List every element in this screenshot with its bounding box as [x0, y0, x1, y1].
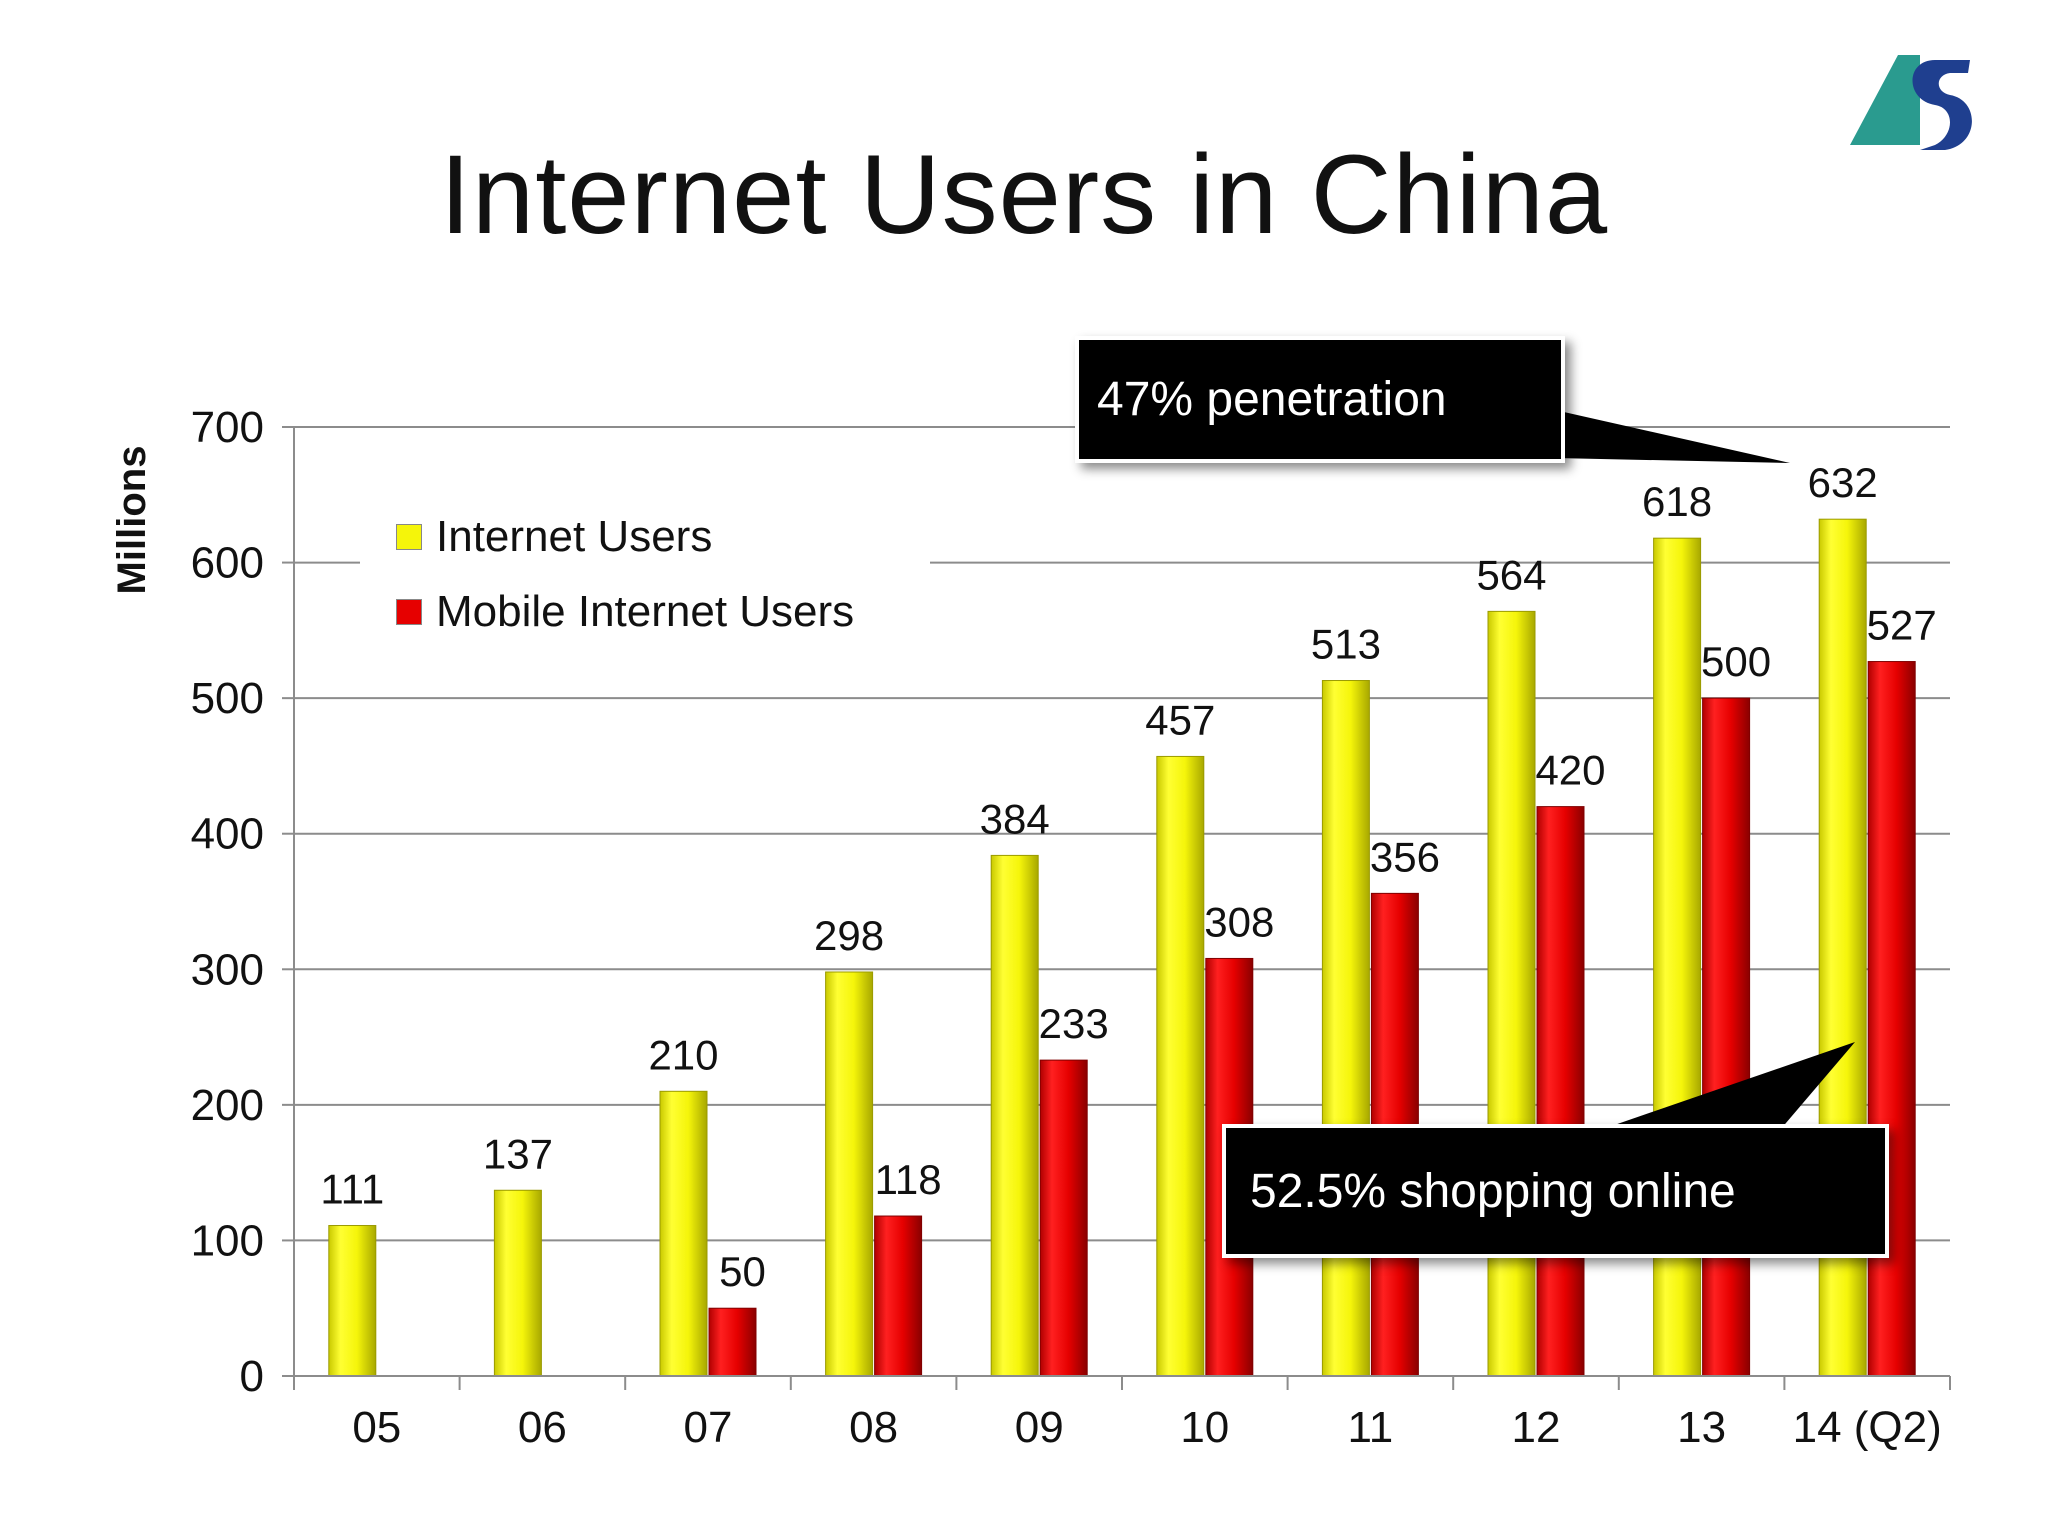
y-tick-label: 300 [191, 945, 264, 994]
bar-mobile-internet-users [874, 1215, 923, 1377]
data-labels: 111 137 210 50 298 118 384 233 457 308 513 356 564 42… [320, 459, 1936, 1295]
logo-teal-shape [1850, 55, 1920, 145]
data-label-mobile-internet-users: 118 [875, 1156, 942, 1203]
data-label-internet-users: 384 [980, 795, 1050, 842]
data-label-internet-users: 457 [1145, 696, 1215, 743]
legend-swatch-yellow [396, 524, 422, 550]
shopping-callout-pointer [1600, 1042, 1855, 1130]
data-label-mobile-internet-users: 420 [1535, 747, 1605, 794]
legend-item-mobile-internet-users: Mobile Internet Users [396, 587, 854, 637]
data-label-internet-users: 111 [320, 1166, 384, 1213]
y-tick-label: 700 [191, 403, 264, 452]
data-label-internet-users: 210 [648, 1031, 718, 1078]
y-tick-label: 100 [191, 1216, 264, 1265]
bar-internet-users [1156, 755, 1205, 1377]
data-label-mobile-internet-users: 233 [1039, 1000, 1109, 1047]
x-tick-label: 12 [1512, 1403, 1561, 1452]
y-tick-label: 200 [191, 1081, 264, 1130]
data-label-mobile-internet-users: 50 [719, 1248, 766, 1295]
x-tick-label: 10 [1180, 1403, 1229, 1452]
bar-mobile-internet-users [1536, 806, 1585, 1377]
bar-mobile-internet-users [1039, 1059, 1088, 1377]
data-label-mobile-internet-users: 356 [1370, 833, 1440, 880]
data-label-internet-users: 564 [1476, 551, 1546, 598]
legend-label: Mobile Internet Users [436, 587, 855, 636]
callout-shopping: 52.5% shopping online [1222, 1124, 1889, 1258]
y-tick-label: 600 [191, 539, 264, 588]
logo-blue-shape [1912, 60, 1972, 150]
data-label-internet-users: 137 [483, 1130, 553, 1177]
x-tick-label: 05 [352, 1403, 401, 1452]
axes: 0 100 200 300 400 500 600 700 05 06 07 08 09 10 11 12 13… [191, 403, 1951, 1452]
legend-swatch-red [396, 599, 422, 625]
y-tick-label: 500 [191, 674, 264, 723]
y-tick-label: 0 [240, 1352, 264, 1401]
data-label-mobile-internet-users: 500 [1701, 638, 1771, 685]
x-tick-label: 14 (Q2) [1793, 1403, 1942, 1452]
x-tick-label: 09 [1015, 1403, 1064, 1452]
x-tick-label: 06 [518, 1403, 567, 1452]
data-label-internet-users: 298 [814, 912, 884, 959]
data-label-mobile-internet-users: 527 [1867, 602, 1937, 649]
bar-internet-users [990, 854, 1039, 1377]
bar-internet-users [825, 971, 874, 1377]
legend-label: Internet Users [436, 512, 713, 561]
data-label-internet-users: 632 [1808, 459, 1878, 506]
x-tick-label: 13 [1677, 1403, 1726, 1452]
bar-internet-users [1487, 610, 1536, 1377]
slide-title: Internet Users in China [439, 132, 1609, 257]
bar-internet-users [328, 1225, 377, 1377]
data-label-mobile-internet-users: 308 [1204, 898, 1274, 945]
y-tick-label: 400 [191, 810, 264, 859]
bar-internet-users [493, 1189, 542, 1377]
bar-internet-users [659, 1090, 708, 1377]
bar-mobile-internet-users [708, 1307, 757, 1377]
x-tick-label: 07 [684, 1403, 733, 1452]
callout-penetration: 47% penetration [1075, 336, 1565, 463]
penetration-callout-pointer [1555, 410, 1790, 463]
y-axis-title: Millions [110, 446, 154, 595]
legend-background [360, 500, 930, 655]
data-label-internet-users: 513 [1311, 621, 1381, 668]
x-tick-label: 08 [849, 1403, 898, 1452]
x-tick-label: 11 [1348, 1403, 1394, 1452]
legend-item-internet-users: Internet Users [396, 512, 712, 562]
company-logo [1850, 55, 1972, 150]
bar-mobile-internet-users [1702, 697, 1751, 1377]
bar-internet-users [1321, 680, 1370, 1377]
bar-mobile-internet-users [1867, 661, 1916, 1377]
data-label-internet-users: 618 [1642, 478, 1712, 525]
